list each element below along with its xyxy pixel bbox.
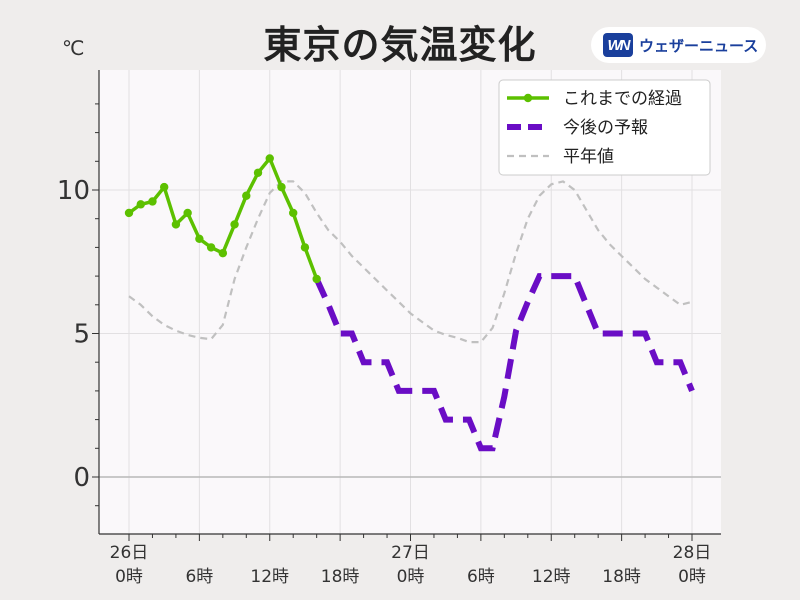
observed-point bbox=[206, 243, 216, 252]
y-tick-label: 5 bbox=[73, 320, 90, 350]
axes bbox=[92, 70, 721, 541]
x-tick-hour-label: 0時 bbox=[678, 567, 706, 587]
observed-point bbox=[136, 200, 145, 209]
chart-title: 東京の気温変化 bbox=[263, 23, 537, 67]
observed-point bbox=[183, 208, 192, 218]
x-tick-hour-label: 0時 bbox=[397, 567, 425, 587]
brand-name: ウェザーニュース bbox=[639, 36, 759, 55]
legend-box bbox=[498, 79, 711, 176]
observed-point bbox=[312, 274, 321, 284]
x-tick-hour-label: 6時 bbox=[185, 567, 213, 587]
observed-point bbox=[265, 154, 274, 163]
normal-line bbox=[128, 180, 693, 344]
observed-point bbox=[171, 220, 181, 229]
observed-point bbox=[195, 234, 204, 243]
y-axis-unit: ℃ bbox=[62, 36, 85, 60]
y-tick-label: 10 bbox=[57, 176, 90, 206]
forecast-line bbox=[313, 273, 695, 452]
series-normal bbox=[128, 180, 693, 344]
observed-point bbox=[230, 220, 239, 229]
x-tick-day-label: 26日 bbox=[110, 543, 149, 563]
legend-forecast-label: 今後の予報 bbox=[563, 118, 648, 138]
series-forecast bbox=[313, 273, 695, 452]
y-tick-label: 0 bbox=[73, 463, 90, 493]
observed-point bbox=[218, 248, 228, 258]
observed-point bbox=[242, 191, 251, 200]
brand-mark-icon: WN bbox=[603, 33, 633, 57]
x-tick-day-label: 27日 bbox=[391, 543, 430, 563]
x-tick-day-label: 28日 bbox=[673, 543, 712, 563]
x-tick-hour-label: 0時 bbox=[115, 567, 143, 587]
y-axis-ticks: 0 5 10 bbox=[57, 176, 90, 493]
x-tick-hour-label: 18時 bbox=[602, 567, 641, 587]
observed-point bbox=[148, 197, 157, 206]
observed-point bbox=[159, 182, 169, 192]
series-observed bbox=[124, 154, 321, 284]
observed-point bbox=[124, 208, 134, 218]
x-tick-hour-label: 12時 bbox=[532, 567, 571, 587]
observed-point bbox=[289, 208, 298, 218]
x-tick-hour-label: 18時 bbox=[321, 567, 360, 587]
legend-observed-label: これまでの経過 bbox=[563, 89, 682, 109]
brand-logo: WN ウェザーニュース bbox=[591, 27, 766, 63]
x-axis-ticks: 26日 0時 6時 12時 18時 27日 0時 6時 12時 18時 28日 0時 bbox=[110, 543, 712, 587]
observed-point bbox=[300, 243, 310, 252]
legend-observed-marker bbox=[523, 93, 533, 103]
legend-normal-label: 平年値 bbox=[563, 147, 614, 167]
observed-point bbox=[277, 182, 286, 192]
observed-point bbox=[253, 168, 263, 177]
x-tick-hour-label: 6時 bbox=[467, 567, 495, 587]
x-tick-hour-label: 12時 bbox=[250, 567, 289, 587]
